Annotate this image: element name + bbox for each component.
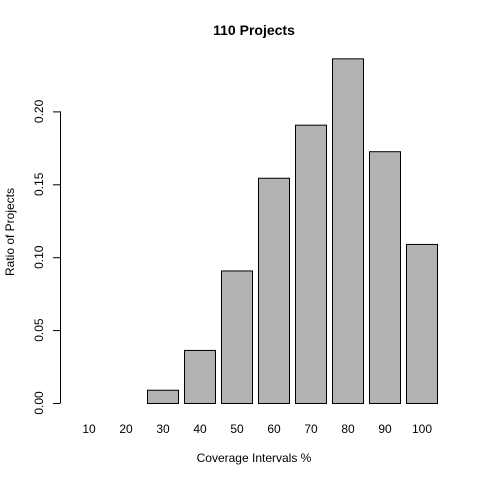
x-tick-label-70: 70 bbox=[304, 422, 318, 436]
x-tick-label-40: 40 bbox=[193, 422, 207, 436]
bar-90 bbox=[369, 151, 401, 404]
y-tick-label-0.00: 0.00 bbox=[32, 391, 46, 415]
x-tick-labels: 10 20 30 40 50 60 70 80 90 100 bbox=[82, 422, 432, 436]
x-tick-label-10: 10 bbox=[82, 422, 96, 436]
y-tick-label-0.15: 0.15 bbox=[32, 172, 46, 196]
y-tick-label-0.05: 0.05 bbox=[32, 318, 46, 342]
bar-100 bbox=[406, 243, 438, 404]
y-tick-label-0.10: 0.10 bbox=[32, 245, 46, 269]
bar-70 bbox=[295, 124, 327, 405]
bar-50 bbox=[221, 270, 253, 404]
x-axis-label: Coverage Intervals % bbox=[197, 451, 312, 465]
x-tick-label-50: 50 bbox=[230, 422, 244, 436]
bars-group bbox=[147, 58, 438, 405]
y-tick-label-0.20: 0.20 bbox=[32, 99, 46, 123]
x-tick-label-80: 80 bbox=[341, 422, 355, 436]
bar-40 bbox=[184, 349, 216, 405]
chart-title: 110 Projects bbox=[213, 22, 295, 38]
x-tick-label-20: 20 bbox=[119, 422, 133, 436]
bar-60 bbox=[258, 177, 290, 404]
x-tick-label-30: 30 bbox=[156, 422, 170, 436]
bar-80 bbox=[332, 58, 364, 405]
y-axis: 0.00 0.05 0.10 0.15 0.20 bbox=[32, 99, 61, 415]
x-tick-label-100: 100 bbox=[412, 422, 432, 436]
y-axis-label: Ratio of Projects bbox=[3, 188, 17, 276]
bar-30 bbox=[147, 389, 179, 405]
x-tick-label-90: 90 bbox=[378, 422, 392, 436]
x-tick-label-60: 60 bbox=[267, 422, 281, 436]
